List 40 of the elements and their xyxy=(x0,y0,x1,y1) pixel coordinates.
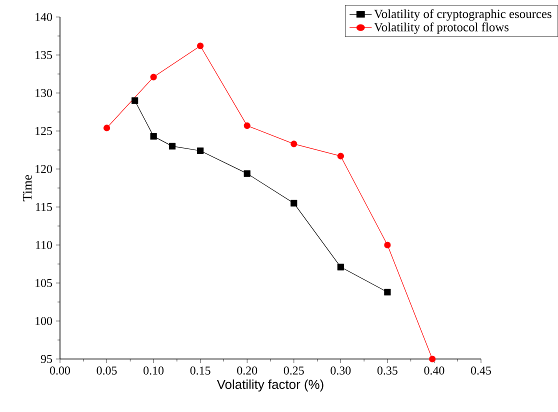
y-tick-label: 105 xyxy=(36,278,52,288)
point xyxy=(103,124,110,132)
legend-label: Volatility of protocol flows xyxy=(374,22,509,34)
y-tick-label: 100 xyxy=(36,316,52,326)
x-tick-label: 0.15 xyxy=(190,366,210,375)
point xyxy=(168,142,176,150)
x-tick-label: 0.25 xyxy=(284,366,304,375)
point xyxy=(290,140,298,148)
point xyxy=(429,356,436,362)
point xyxy=(150,133,157,140)
point xyxy=(244,170,250,177)
y-tick-label: 120 xyxy=(36,164,52,174)
x-tick-label: 0.05 xyxy=(96,366,117,375)
point xyxy=(337,152,344,160)
y-tick-label: 115 xyxy=(36,202,52,211)
y-axis-title: Time xyxy=(23,175,32,202)
x-tick-label: 0.30 xyxy=(330,366,351,375)
point xyxy=(290,200,298,206)
x-tick-label: 0.35 xyxy=(377,366,398,375)
y-tick-label: 135 xyxy=(36,50,52,60)
point xyxy=(244,122,250,129)
x-tick-label: 0.20 xyxy=(237,366,258,375)
x-tick-label: 0.10 xyxy=(144,366,164,375)
point xyxy=(384,288,391,296)
y-tick-label: 125 xyxy=(36,126,52,136)
x-axis-title: Volatility factor (%) xyxy=(216,379,324,392)
x-tick-label: 0.40 xyxy=(424,366,444,375)
point xyxy=(197,147,204,154)
point xyxy=(337,264,344,270)
y-tick-label: 130 xyxy=(36,88,52,98)
y-tick-label: 95 xyxy=(40,354,52,364)
point xyxy=(384,242,391,248)
x-tick-label: 0.00 xyxy=(50,366,70,375)
legend-label: Volatility of cryptographic esources xyxy=(374,9,552,21)
point xyxy=(150,74,157,80)
point xyxy=(132,97,138,104)
y-tick-label: 110 xyxy=(36,240,52,250)
y-tick-label: 140 xyxy=(36,12,52,22)
x-tick-label: 0.45 xyxy=(470,366,491,375)
point xyxy=(197,42,204,50)
